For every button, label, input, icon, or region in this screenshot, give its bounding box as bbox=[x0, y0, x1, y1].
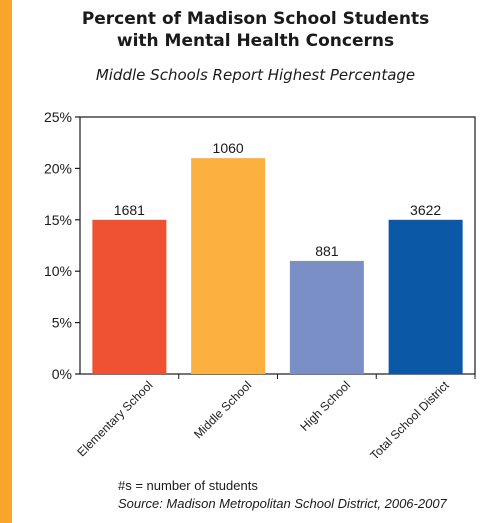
x-tick-label: Total School District bbox=[367, 378, 452, 463]
y-tick-label: 15% bbox=[44, 212, 72, 228]
x-tick-label: High School bbox=[297, 378, 353, 434]
chart-title: Percent of Madison School Students with … bbox=[12, 8, 499, 52]
footnote: #s = number of students bbox=[118, 478, 258, 493]
accent-bar bbox=[0, 0, 12, 523]
bar bbox=[388, 219, 463, 374]
y-tick-label: 20% bbox=[44, 160, 72, 176]
bar bbox=[289, 260, 364, 374]
x-tick-label: Middle School bbox=[191, 378, 254, 441]
chart-title-line-1: Percent of Madison School Students bbox=[81, 9, 430, 29]
data-label: 3622 bbox=[410, 202, 441, 218]
chart-subtitle: Middle Schools Report Highest Percentage bbox=[95, 66, 416, 84]
chart-title-line-2: with Mental Health Concerns bbox=[116, 31, 395, 51]
y-tick-label: 10% bbox=[44, 263, 72, 279]
bar bbox=[191, 158, 266, 374]
y-tick-label: 25% bbox=[44, 109, 72, 125]
y-tick-label: 0% bbox=[52, 366, 72, 382]
x-tick-label: Elementary School bbox=[74, 378, 155, 459]
bar bbox=[92, 219, 167, 374]
y-tick-label: 5% bbox=[52, 315, 72, 331]
source-note: Source: Madison Metropolitan School Dist… bbox=[118, 496, 447, 511]
data-label: 881 bbox=[315, 243, 339, 259]
data-label: 1681 bbox=[114, 202, 145, 218]
data-label: 1060 bbox=[213, 140, 244, 156]
